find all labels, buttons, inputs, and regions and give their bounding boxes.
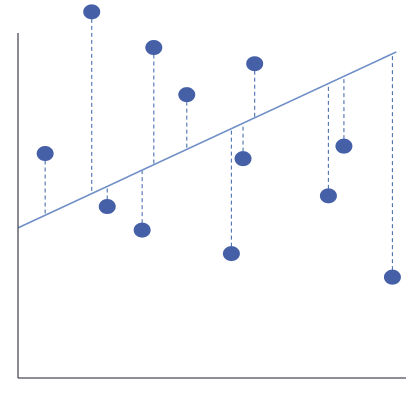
data-point xyxy=(145,40,163,56)
data-point xyxy=(335,138,353,154)
data-point xyxy=(83,4,101,20)
regression-line-group xyxy=(17,51,397,229)
data-point xyxy=(222,246,240,262)
data-point xyxy=(133,222,151,238)
data-point xyxy=(319,188,337,204)
residual-lines xyxy=(44,11,393,278)
data-point xyxy=(234,151,252,167)
data-point xyxy=(36,146,54,162)
data-point xyxy=(246,56,264,72)
data-point xyxy=(178,87,196,103)
data-point xyxy=(98,199,116,215)
data-points xyxy=(36,4,401,285)
data-point xyxy=(383,269,401,285)
regression-line xyxy=(17,51,397,229)
